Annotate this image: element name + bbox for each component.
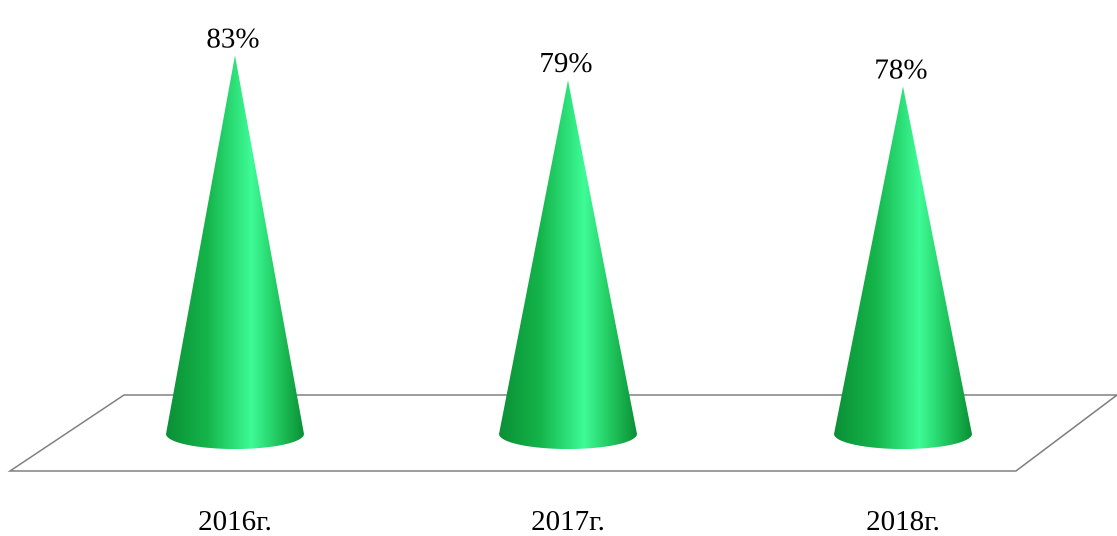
cone-2018 xyxy=(834,86,972,450)
cone-body xyxy=(499,80,637,449)
cone-2016 xyxy=(166,55,304,449)
category-label: 2017г. xyxy=(531,505,605,536)
category-label: 2018г. xyxy=(866,505,940,536)
data-label: 83% xyxy=(206,22,259,54)
data-labels: 83% 79% 78% xyxy=(206,22,927,85)
cone-2017 xyxy=(499,80,637,449)
data-label: 79% xyxy=(539,47,592,79)
cone-body xyxy=(166,55,304,449)
x-axis-labels: 2016г. 2017г. 2018г. xyxy=(198,505,940,536)
category-label: 2016г. xyxy=(198,505,272,536)
data-label: 78% xyxy=(874,53,927,85)
cone-series xyxy=(166,55,972,450)
cone-body xyxy=(834,86,972,450)
chart-floor xyxy=(7,394,1117,472)
